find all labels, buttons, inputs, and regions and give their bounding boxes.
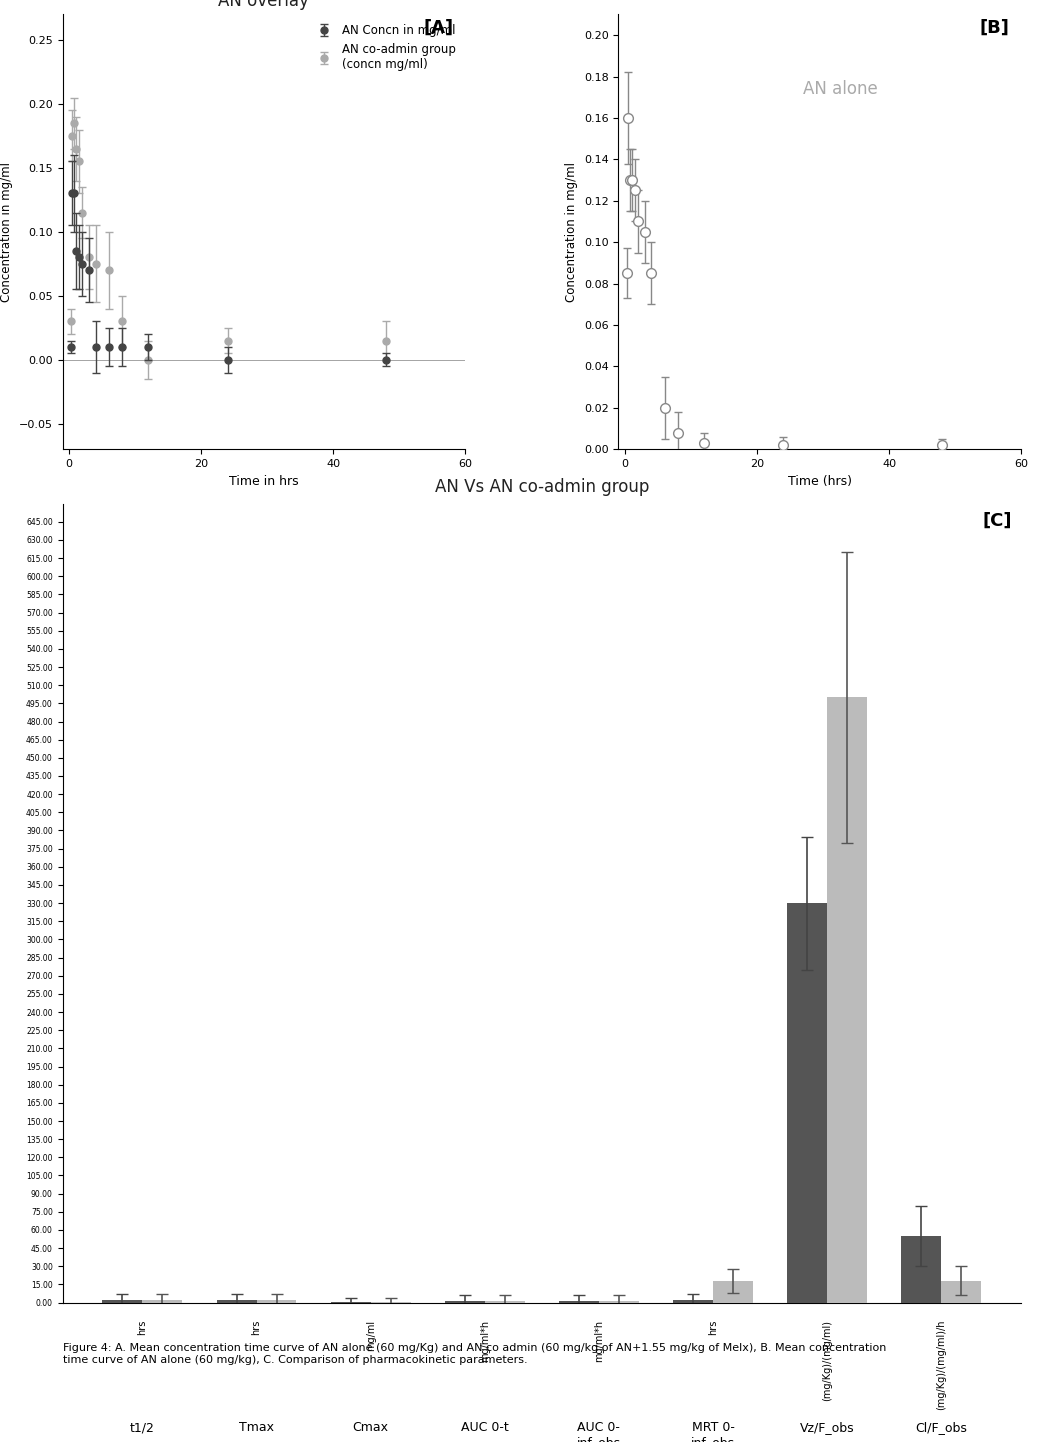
X-axis label: Time (hrs): Time (hrs) — [788, 474, 851, 487]
Bar — [901, 1236, 941, 1302]
Text: Tmax: Tmax — [239, 1422, 274, 1435]
Bar — [217, 1301, 256, 1302]
Text: Cl/F_obs: Cl/F_obs — [915, 1422, 967, 1435]
Text: hrs: hrs — [251, 1319, 262, 1335]
Text: hrs: hrs — [708, 1319, 718, 1335]
Bar — [787, 903, 827, 1302]
Bar — [599, 1301, 639, 1302]
Bar — [445, 1301, 485, 1302]
Text: Cmax: Cmax — [352, 1422, 389, 1435]
Bar — [256, 1301, 297, 1302]
Bar — [673, 1301, 713, 1302]
Title: AN Vs AN co-admin group: AN Vs AN co-admin group — [435, 479, 649, 496]
Bar — [485, 1301, 525, 1302]
Bar — [713, 1280, 753, 1302]
Text: mg/ml*h: mg/ml*h — [594, 1319, 604, 1363]
Bar — [827, 698, 867, 1302]
Text: Vz/F_obs: Vz/F_obs — [800, 1422, 854, 1435]
Text: [A]: [A] — [423, 19, 453, 36]
Text: Figure 4: A. Mean concentration time curve of AN alone (60 mg/Kg) and AN co admi: Figure 4: A. Mean concentration time cur… — [63, 1343, 886, 1364]
Title: AN overlay: AN overlay — [219, 0, 309, 10]
Text: AN alone: AN alone — [802, 79, 877, 98]
Text: (mg/Kg)/(mg/ml)/h: (mg/Kg)/(mg/ml)/h — [937, 1319, 946, 1410]
Text: mg/ml: mg/ml — [366, 1319, 376, 1351]
Bar — [102, 1301, 143, 1302]
Text: hrs: hrs — [138, 1319, 147, 1335]
Bar — [941, 1280, 982, 1302]
Text: AUC 0-t: AUC 0-t — [461, 1422, 508, 1435]
Bar — [143, 1301, 182, 1302]
Text: [B]: [B] — [979, 19, 1009, 36]
Bar — [559, 1301, 599, 1302]
Text: [C]: [C] — [982, 512, 1012, 529]
Text: MRT 0-
inf_obs: MRT 0- inf_obs — [691, 1422, 735, 1442]
Legend: AN Concn in mg/ml, AN co-admin group
(concn mg/ml): AN Concn in mg/ml, AN co-admin group (co… — [312, 20, 460, 75]
Text: AUC 0-
inf_obs: AUC 0- inf_obs — [577, 1422, 621, 1442]
X-axis label: Time in hrs: Time in hrs — [229, 474, 299, 487]
Y-axis label: Concentration in mg/ml: Concentration in mg/ml — [566, 162, 578, 301]
Text: t1/2: t1/2 — [130, 1422, 155, 1435]
Y-axis label: Concentration in mg/ml: Concentration in mg/ml — [0, 162, 14, 301]
Text: (mg/Kg)/(mg/ml): (mg/Kg)/(mg/ml) — [822, 1319, 833, 1400]
Text: mg/ml*h: mg/ml*h — [479, 1319, 490, 1363]
